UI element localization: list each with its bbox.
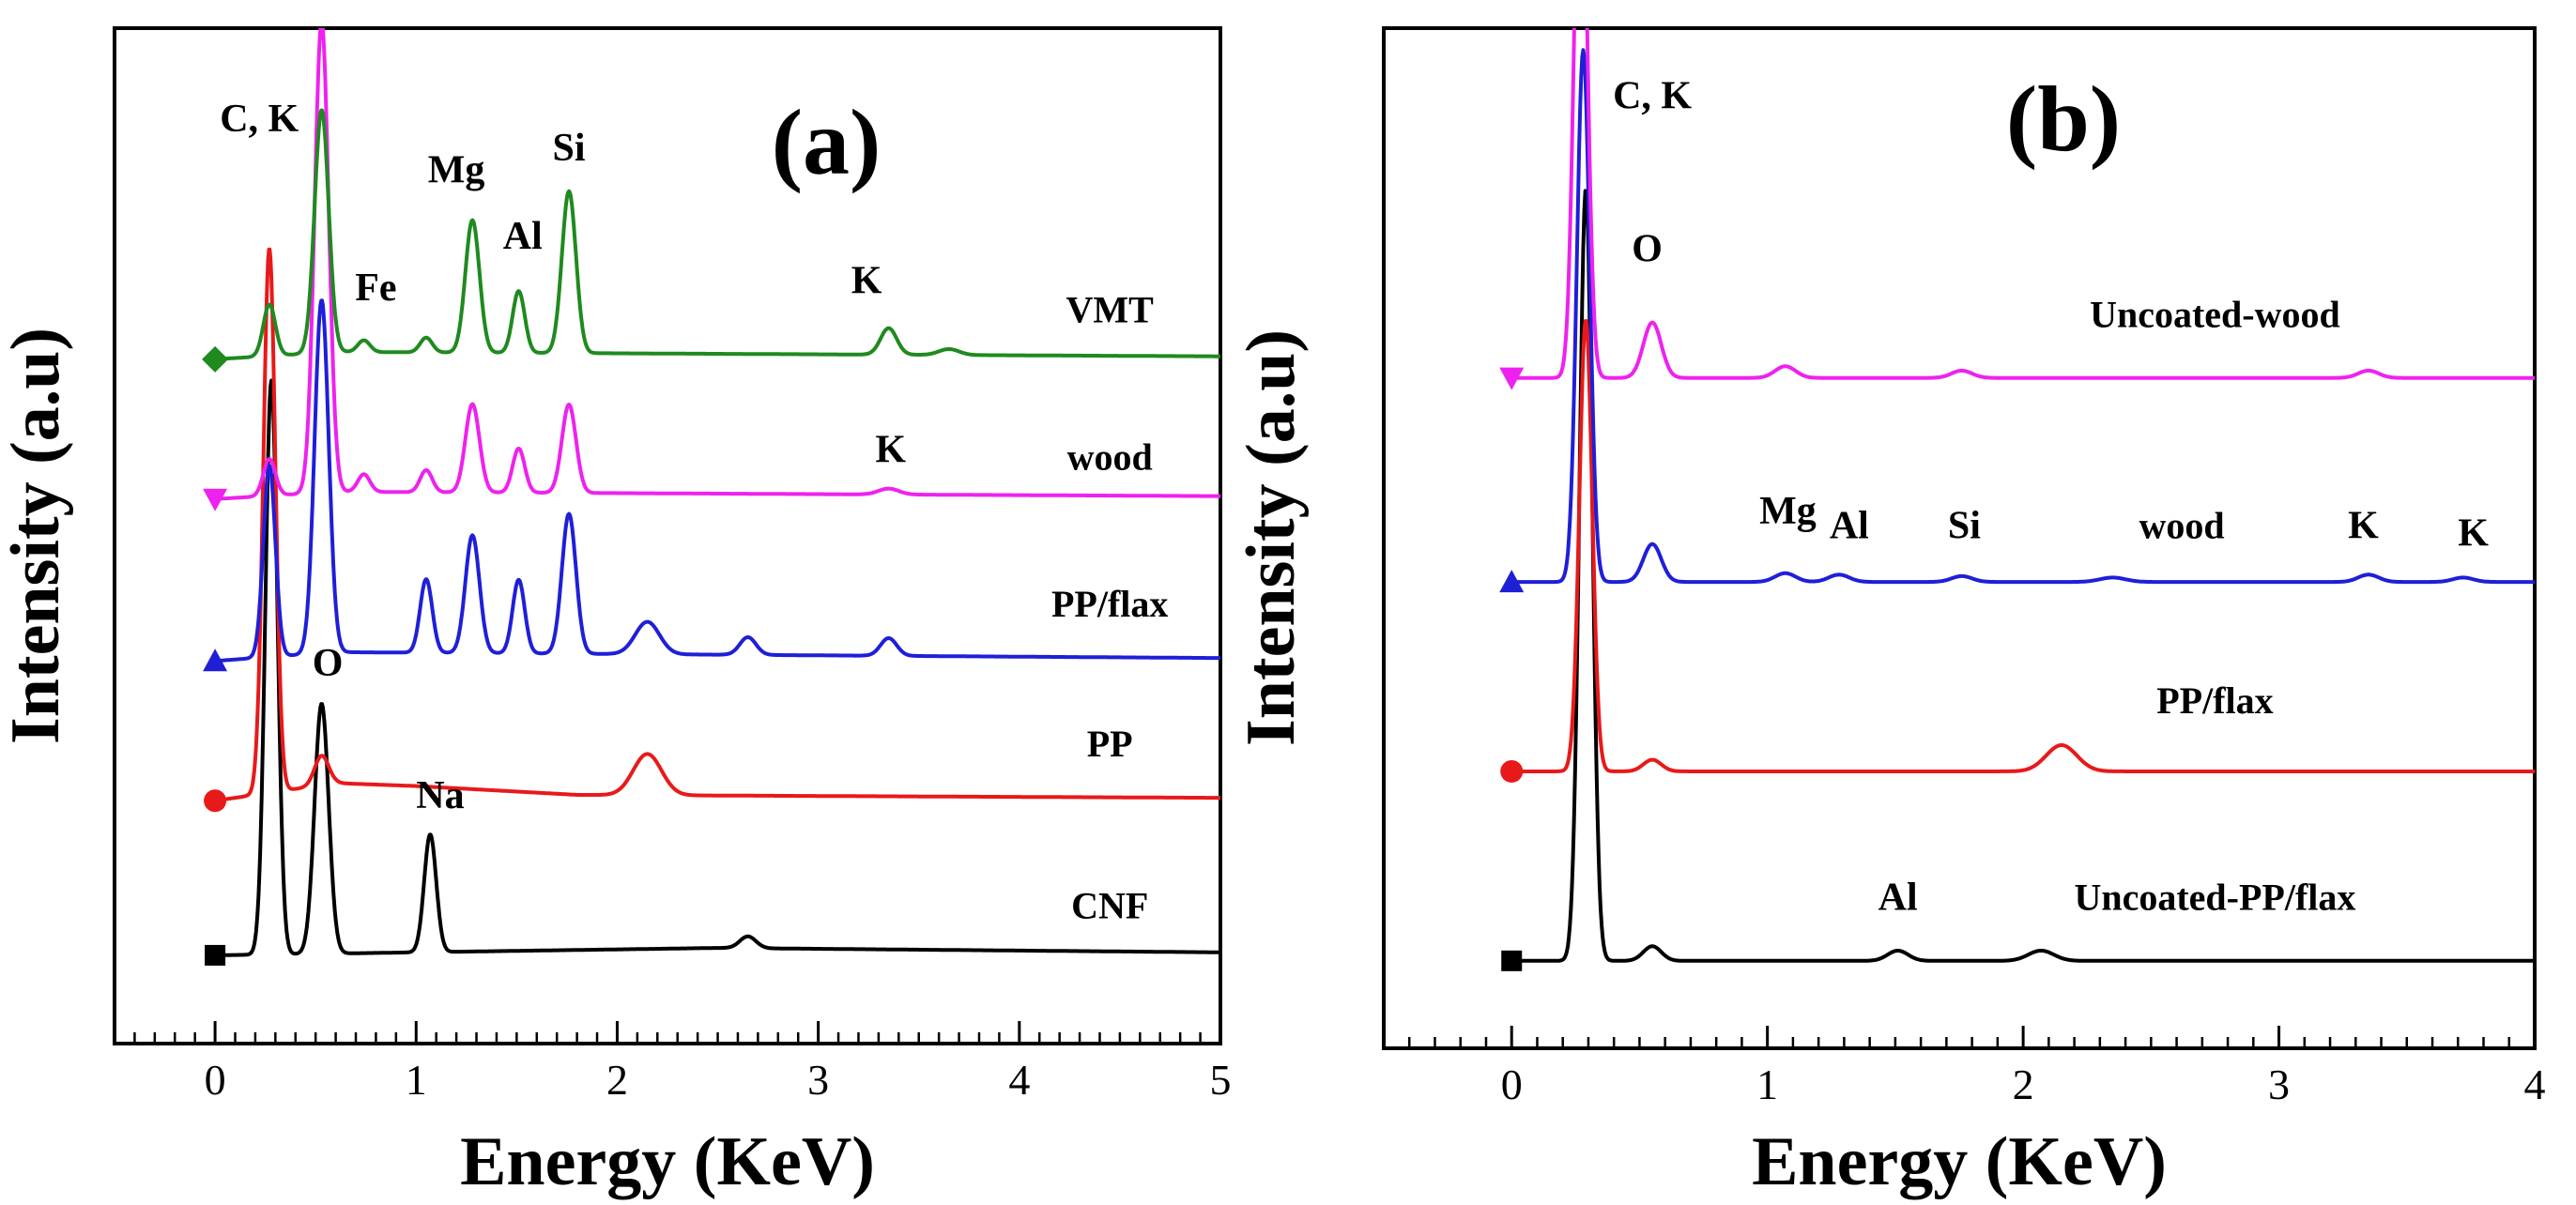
series-marker	[205, 944, 226, 966]
peak-label: K	[2348, 505, 2379, 548]
peak-label: Si	[1948, 505, 1981, 548]
panel-b-chart: 0 1 2 3 4 Energy (KeV) Intensity (a.u) (b) C, K O…	[1233, 26, 2546, 1200]
series-marker	[1501, 950, 1523, 971]
peak-label: Na	[416, 774, 464, 817]
peak-label: Mg	[428, 149, 485, 192]
x-tick-label: 4	[1008, 1056, 1030, 1104]
series-line	[213, 28, 1220, 501]
x-tick-label: 2	[606, 1056, 628, 1104]
panel-a-chart: 0 1 2 3 4 5 Energy (KeV) Intensity (a.u) (a) C, K…	[0, 26, 1232, 1200]
series-marker	[203, 488, 228, 511]
series-pp	[204, 247, 1220, 813]
series-label: PP/flax	[1051, 583, 1168, 625]
plot-frame	[1382, 26, 2537, 1050]
series-label: Uncoated-PP/flax	[2074, 876, 2355, 918]
series-line	[213, 247, 1220, 803]
x-tick-label: 2	[2013, 1060, 2034, 1108]
series-marker	[204, 789, 227, 813]
series-marker	[1499, 570, 1525, 593]
x-tick-label: 0	[205, 1056, 226, 1104]
peak-label: C, K	[220, 98, 299, 141]
series-pp-flax	[1500, 319, 2535, 783]
peak-label: Al	[1878, 876, 1918, 919]
series-line	[1510, 319, 2535, 773]
series-wood	[1499, 48, 2535, 593]
series-line	[1510, 189, 2535, 963]
series-label: PP	[1087, 723, 1133, 765]
peak-label: Si	[553, 127, 586, 170]
x-tick-label: 1	[1756, 1060, 1778, 1108]
peak-label: O	[1632, 227, 1663, 270]
series-marker	[202, 345, 229, 373]
peak-label: Al	[503, 215, 543, 258]
panel-label: (a)	[772, 90, 882, 194]
series-line	[1510, 48, 2535, 585]
peak-label: K	[875, 429, 906, 472]
peak-label: Mg	[1759, 490, 1817, 533]
series-vmt	[202, 108, 1220, 373]
peak-label: Al	[1830, 505, 1869, 548]
peak-label: Fe	[355, 267, 396, 310]
series-pp-flax	[203, 298, 1220, 672]
series-label: PP/flax	[2156, 679, 2273, 722]
x-tick-label: 0	[1501, 1060, 1523, 1108]
series-uncoated-wood	[1499, 28, 2535, 390]
series-line	[213, 378, 1220, 957]
x-tick-label: 5	[1210, 1056, 1232, 1104]
series-line	[1510, 28, 2535, 380]
series-line	[213, 108, 1220, 361]
y-axis-title: Intensity (a.u)	[0, 328, 74, 744]
series-label: CNF	[1071, 885, 1148, 927]
series-line	[213, 298, 1220, 664]
series-label: wood	[2139, 505, 2224, 547]
panel-label: (b)	[2006, 67, 2121, 171]
series-marker	[1500, 759, 1524, 783]
x-tick-label: 4	[2524, 1060, 2546, 1108]
series-wood	[203, 28, 1220, 511]
x-tick-label: 3	[807, 1056, 829, 1104]
peak-label: K	[851, 259, 882, 302]
plot-frame	[113, 26, 1222, 1045]
x-axis-title: Energy (KeV)	[460, 1123, 875, 1200]
y-axis-title: Intensity (a.u)	[1233, 329, 1310, 746]
x-tick-label: 1	[406, 1056, 427, 1104]
series-uncoated-pp-flax	[1501, 189, 2535, 971]
x-tick-label: 3	[2268, 1060, 2290, 1108]
peak-label: K	[2458, 511, 2489, 555]
peak-label: O	[313, 642, 344, 685]
series-label: wood	[1067, 435, 1153, 478]
series-cnf	[205, 378, 1220, 966]
x-axis-title: Energy (KeV)	[1752, 1123, 2167, 1200]
peak-label: C, K	[1613, 74, 1692, 117]
series-marker	[1499, 367, 1525, 390]
x-ticks	[1382, 1026, 2537, 1048]
x-ticks	[113, 1021, 1222, 1044]
series-label: VMT	[1066, 289, 1155, 331]
series-label: Uncoated-wood	[2090, 293, 2340, 335]
series-marker	[203, 648, 228, 672]
